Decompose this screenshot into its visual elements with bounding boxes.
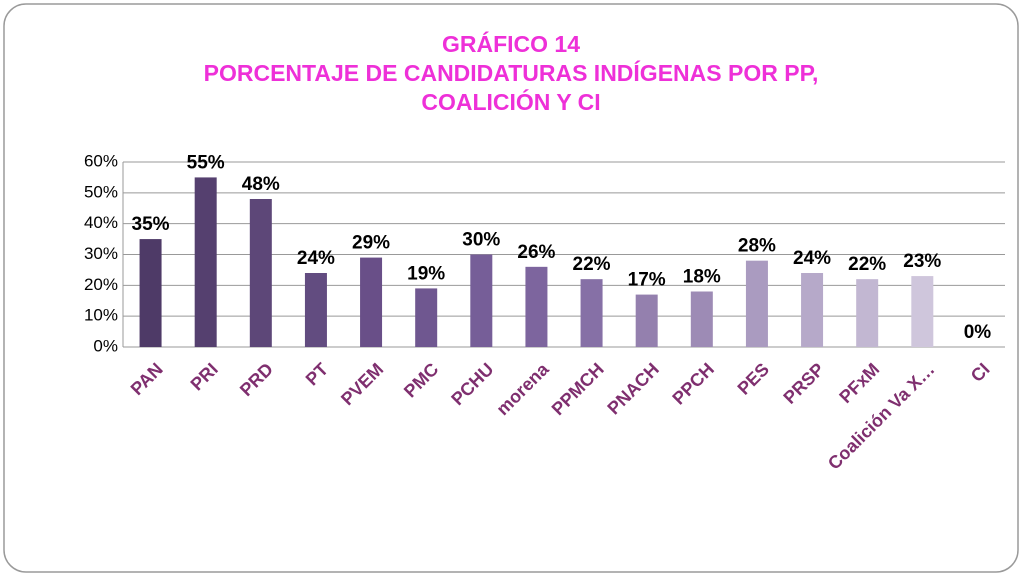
y-tick-label: 20% <box>84 275 118 294</box>
data-label: 22% <box>848 254 886 275</box>
bar <box>580 279 603 347</box>
data-label: 30% <box>462 230 500 251</box>
y-tick-label: 0% <box>93 336 118 355</box>
data-label: 18% <box>683 267 721 288</box>
data-label: 22% <box>573 254 611 275</box>
data-label: 0% <box>964 322 992 343</box>
y-tick-label: 60% <box>84 151 118 170</box>
bar <box>194 177 217 347</box>
bar <box>745 260 768 347</box>
data-label: 29% <box>352 233 390 254</box>
data-label: 26% <box>517 242 555 263</box>
bar <box>360 257 383 347</box>
data-label: 23% <box>903 251 941 272</box>
data-label: 28% <box>738 236 776 257</box>
bar <box>856 279 879 347</box>
data-label: 24% <box>297 248 335 269</box>
y-tick-label: 50% <box>84 182 118 201</box>
bar <box>911 276 934 347</box>
data-label: 48% <box>242 174 280 195</box>
y-tick-label: 30% <box>84 244 118 263</box>
data-label: 35% <box>132 214 170 235</box>
bar <box>801 273 824 347</box>
bar <box>249 199 272 347</box>
y-tick-label: 40% <box>84 213 118 232</box>
data-label: 24% <box>793 248 831 269</box>
chart-title: PORCENTAJE DE CANDIDATURAS INDÍGENAS POR… <box>204 59 819 86</box>
chart-title: GRÁFICO 14 <box>442 30 580 57</box>
bar <box>415 288 438 347</box>
bar <box>304 273 327 347</box>
bar <box>470 254 493 347</box>
y-tick-label: 10% <box>84 306 118 325</box>
data-label: 19% <box>407 263 445 284</box>
bar <box>525 266 548 347</box>
data-label: 17% <box>628 270 666 291</box>
bar <box>690 291 713 347</box>
frame <box>3 3 1019 573</box>
bar <box>139 239 162 347</box>
bar <box>635 294 658 347</box>
chart-title: COALICIÓN Y CI <box>421 88 600 115</box>
data-label: 55% <box>187 152 225 173</box>
